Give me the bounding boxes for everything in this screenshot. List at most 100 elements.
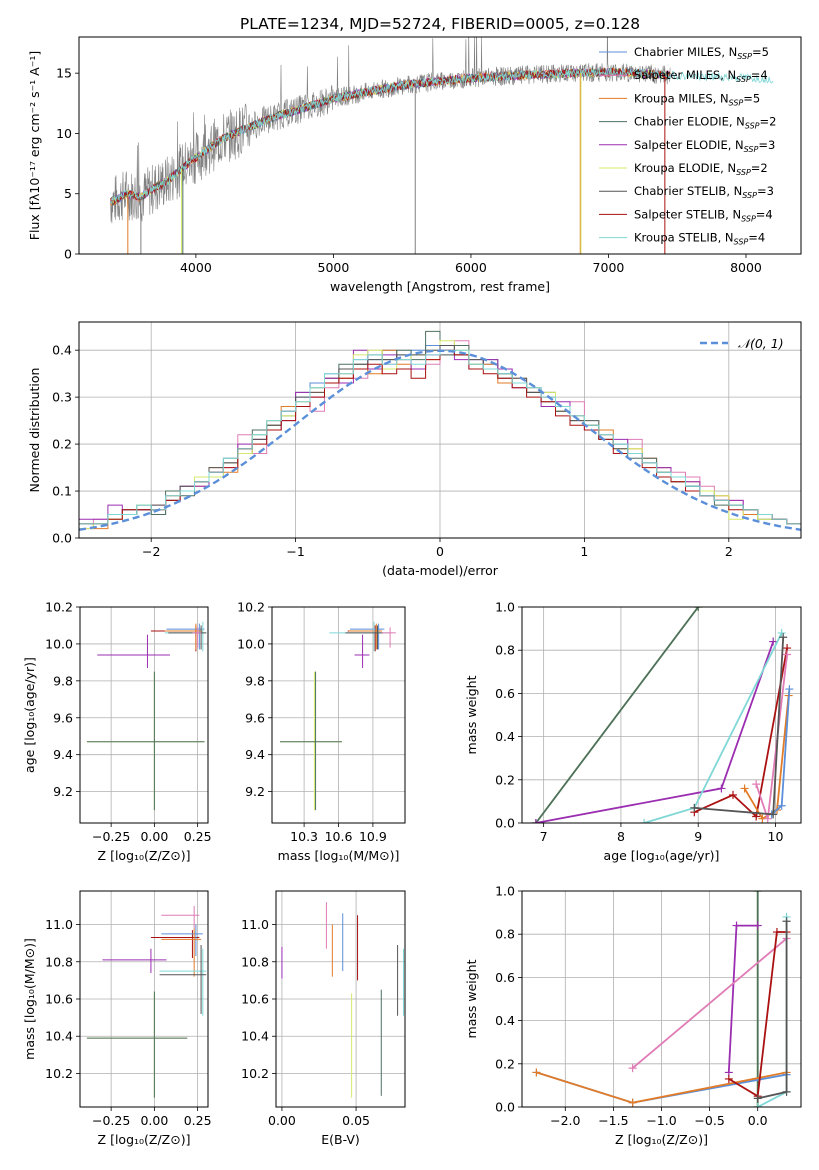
errorbar-point [161, 928, 202, 977]
errorbar-point [349, 623, 385, 650]
errorbar-point [382, 627, 396, 648]
x-tick-label: 7 [540, 829, 548, 844]
errorbar-point [150, 930, 200, 959]
legend-entry-post: =5 [743, 91, 760, 105]
legend-entry-base: Salpeter MILES, N [634, 68, 736, 82]
x-axis-label: E(B-V) [321, 1132, 360, 1147]
weight-line-salpeter-miles [632, 937, 788, 1069]
weight-line-salpeter-stelib [693, 647, 788, 819]
weight-marker [777, 801, 786, 810]
legend-entry-sub: SSP [736, 168, 751, 177]
panel-ebv_mass: 0.00 0.05 10.2 10.4 10.6 10.8 11.0 E(B-V) [241, 890, 406, 1147]
errorbar-point [192, 627, 202, 648]
legend-entry: Salpeter STELIB, NSSP=4 [634, 207, 773, 223]
y-tick-label: 0.1 [52, 484, 72, 499]
weight-marker [740, 784, 749, 793]
legend-entry-post: =3 [758, 138, 775, 152]
x-tick-label: 9 [694, 829, 702, 844]
y-tick-label: 10.2 [45, 600, 73, 615]
plot-area [532, 891, 791, 1107]
weight-marker [753, 891, 762, 895]
legend-entry-sub: SSP [734, 238, 749, 247]
y-tick-label: 9.8 [245, 673, 265, 688]
panel-z_mass: −0.25 0.00 0.25 10.2 10.4 10.6 10.8 11.0 Z [log₁… [22, 890, 212, 1147]
x-tick-label: 2 [725, 544, 733, 559]
legend-entry-post: =2 [760, 115, 777, 129]
weight-marker [753, 921, 762, 930]
y-axis-label: mass weight [464, 675, 479, 754]
legend-entry-post: =5 [752, 45, 769, 59]
legend-entry-sub: SSP [737, 52, 752, 61]
weight-marker [694, 607, 703, 611]
x-tick-label: 0.25 [184, 1113, 212, 1128]
axes-frame [271, 606, 406, 824]
y-tick-label: 10.2 [237, 600, 265, 615]
y-tick-label: 0.0 [52, 531, 72, 546]
panel-spectrum: 4000 5000 6000 7000 8000 0 5 10 15 wavelength [An… [27, 36, 802, 294]
legend-entry-post: =4 [751, 68, 768, 82]
legend-entry: Chabrier MILES, NSSP=5 [634, 45, 769, 61]
weight-marker [640, 819, 649, 823]
weight-marker [763, 814, 772, 823]
legend-entry: Kroupa ELODIE, NSSP=2 [634, 161, 768, 177]
x-tick-label: −0.25 [92, 1113, 130, 1128]
x-axis-label: Z [log₁₀(Z/Z⊙)] [98, 1132, 191, 1147]
model-kroupa-elodie [110, 68, 671, 204]
x-tick-label: 0.25 [184, 829, 212, 844]
y-tick-label: 10 [56, 126, 72, 141]
weight-marker [728, 790, 737, 799]
legend-entry-post: =2 [751, 161, 768, 175]
y-tick-label: 0.0 [495, 816, 515, 831]
weight-marker [782, 917, 791, 926]
weight-marker [732, 921, 741, 930]
y-tick-label: 15 [56, 66, 72, 81]
axes-frame [275, 890, 406, 1108]
y-tick-label: 0.4 [495, 729, 515, 744]
x-tick-label: 10.3 [290, 829, 318, 844]
x-axis-label: age [log₁₀(age/yr)] [604, 848, 720, 863]
weight-marker [782, 1087, 791, 1096]
legend-entry: Kroupa MILES, NSSP=5 [634, 91, 760, 107]
figure-title: PLATE=1234, MJD=52724, FIBERID=0005, z=0… [240, 15, 640, 33]
x-tick-label: −0.5 [694, 1113, 724, 1128]
y-tick-label: 0.0 [495, 1100, 515, 1115]
y-tick-label: 10.6 [241, 992, 269, 1007]
x-tick-label: 0.05 [342, 1113, 370, 1128]
legend-entry-sub: SSP [736, 75, 751, 84]
weight-marker [717, 784, 726, 793]
legend-entry-base: Chabrier MILES, N [634, 45, 737, 59]
legend-entry-sub: SSP [745, 122, 760, 131]
errorbar-point [280, 671, 342, 811]
weight-marker [779, 633, 788, 642]
legend-entry-post: =4 [756, 207, 773, 221]
x-tick-label: 0.00 [140, 1113, 168, 1128]
errorbar-point [97, 634, 170, 668]
y-tick-label: 0.6 [495, 686, 515, 701]
plot-area [281, 902, 405, 1098]
legend-entry: Chabrier STELIB, NSSP=3 [634, 184, 774, 200]
weight-marker [769, 810, 778, 819]
plot-area [86, 905, 207, 1098]
plot-area [79, 330, 801, 531]
x-tick-label: 8000 [730, 260, 762, 275]
y-tick-label: 10.8 [45, 954, 73, 969]
panel-residuals: −2 −1 0 1 2 0.0 0.1 0.2 0.3 0.4 (data-model)/error… [27, 321, 802, 578]
y-tick-label: 1.0 [495, 600, 515, 615]
y-tick-label: 0.4 [495, 1013, 515, 1028]
legend-entry: Salpeter ELODIE, NSSP=3 [634, 138, 775, 154]
x-tick-label: 8 [617, 829, 625, 844]
y-tick-label: 10.4 [45, 1029, 73, 1044]
weight-line-chabrier-elodie [535, 607, 699, 823]
y-tick-label: 0.6 [495, 970, 515, 985]
plot-area [280, 621, 396, 811]
legend-entry: 𝒩(0, 1) [738, 336, 784, 351]
y-tick-label: 0.2 [52, 437, 72, 452]
y-tick-label: 5 [64, 186, 72, 201]
x-axis-label: Z [log₁₀(Z/Z⊙)] [615, 1132, 708, 1147]
legend-entry-sub: SSP [742, 191, 757, 200]
errorbar-point [164, 623, 203, 650]
errorbar-point [166, 623, 205, 650]
y-tick-label: 10.0 [45, 636, 73, 651]
y-axis-label: mass [log₁₀(M/M⊙)] [22, 938, 37, 1060]
